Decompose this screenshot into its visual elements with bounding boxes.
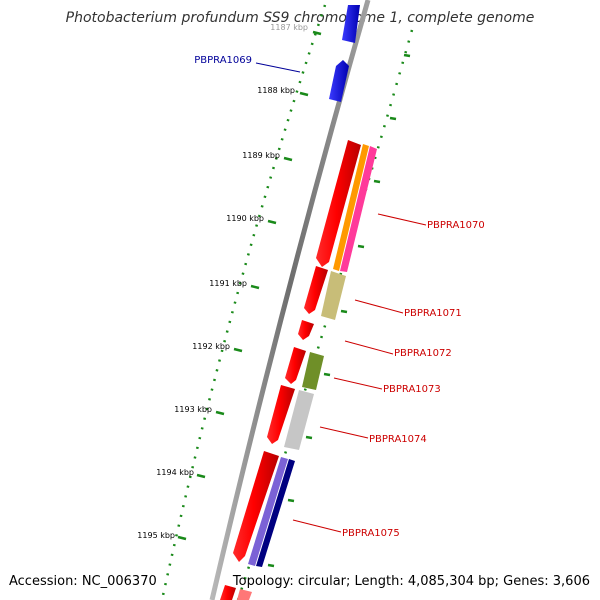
scale-tick-marks bbox=[177, 30, 322, 541]
tick-mark bbox=[215, 410, 225, 416]
gene-feature-pbpra1075-purple bbox=[248, 457, 288, 566]
gene-feature-pbpra1074-red bbox=[267, 385, 295, 444]
gene-feature-pbpra1069 bbox=[329, 60, 349, 102]
gene-feature-pbpra1070-pink bbox=[340, 146, 377, 272]
tick-mark bbox=[299, 91, 309, 97]
gene-feature-pbpra1071-red bbox=[304, 266, 328, 314]
gene-feature-partial-salmon bbox=[237, 589, 252, 600]
gene-feature-pbpra1073-olive bbox=[302, 352, 324, 390]
gene-feature-pbpra1073-red bbox=[285, 347, 306, 384]
gene-feature-pbpra1070-orange bbox=[333, 144, 369, 271]
gene-label-pbpra1072: PBPRA1072 bbox=[394, 348, 452, 359]
gene-label-pbpra1075: PBPRA1075 bbox=[342, 528, 400, 539]
gene-feature-partial-red bbox=[220, 585, 236, 600]
tick-label-1195: 1195 kbp bbox=[137, 531, 175, 540]
tick-mark bbox=[283, 156, 293, 162]
gene-label-pbpra1071: PBPRA1071 bbox=[404, 308, 462, 319]
tick-label-1190: 1190 kbp bbox=[226, 214, 264, 223]
gene-feature-blue bbox=[342, 5, 360, 43]
tick-mark bbox=[177, 535, 187, 541]
tick-label-1189: 1189 kbp bbox=[242, 151, 280, 160]
tick-label-1194: 1194 kbp bbox=[156, 468, 194, 477]
tick-label-1188: 1188 kbp bbox=[257, 86, 295, 95]
gene-feature-pbpra1074-grey bbox=[284, 390, 314, 450]
gene-label-pbpra1069: PBPRA1069 bbox=[194, 55, 252, 66]
gene-feature-pbpra1071-khaki bbox=[321, 271, 346, 320]
label-leader-lines bbox=[255, 62, 427, 533]
gene-label-pbpra1074: PBPRA1074 bbox=[369, 434, 427, 445]
tick-mark bbox=[196, 473, 206, 479]
tick-label-1193: 1193 kbp bbox=[174, 405, 212, 414]
tick-label-1187: 1187 kbp bbox=[270, 23, 308, 32]
gene-feature-pbpra1075-red bbox=[233, 451, 279, 562]
gene-label-pbpra1070: PBPRA1070 bbox=[427, 220, 485, 231]
gene-feature-pbpra1072 bbox=[298, 320, 314, 340]
tick-label-1192: 1192 kbp bbox=[192, 342, 230, 351]
tick-mark bbox=[233, 347, 243, 353]
topology-text: Topology: circular; Length: 4,085,304 bp… bbox=[232, 574, 590, 589]
outer-ruler-ticks bbox=[267, 53, 411, 568]
gene-label-pbpra1073: PBPRA1073 bbox=[383, 384, 441, 395]
tick-mark bbox=[267, 219, 277, 225]
tick-mark bbox=[312, 30, 322, 36]
tick-label-1191: 1191 kbp bbox=[209, 279, 247, 288]
tick-mark bbox=[250, 284, 260, 290]
gene-feature-pbpra1070-red bbox=[316, 140, 361, 267]
gene-feature-pbpra1075-navy bbox=[256, 459, 295, 567]
accession-text: Accession: NC_006370 bbox=[9, 574, 157, 589]
map-title: Photobacterium profundum SS9 chromosome … bbox=[65, 10, 535, 26]
